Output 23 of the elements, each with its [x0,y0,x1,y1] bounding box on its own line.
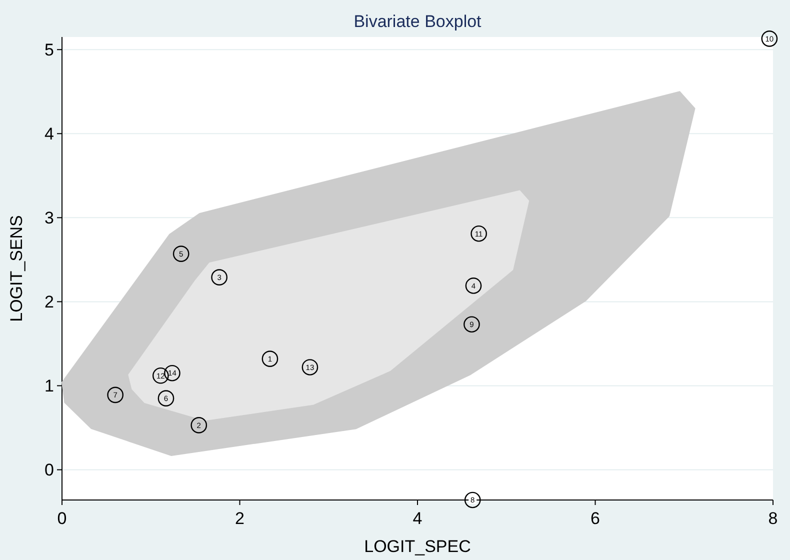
point [464,316,480,333]
x-tick-label: 2 [235,509,244,528]
point [158,390,174,406]
y-tick-label: 4 [44,124,54,144]
y-tick-label: 0 [44,460,54,480]
y-axis-title: LOGIT_SENS [7,215,26,322]
x-tick-label: 0 [57,509,67,528]
x-tick-label: 4 [412,509,422,528]
y-tick-label: 2 [44,292,54,312]
point [107,386,124,404]
point [190,417,208,434]
chart-title: Bivariate Boxplot [354,12,482,31]
x-axis-title: LOGIT_SPEC [364,537,471,556]
point [172,246,190,262]
point [262,350,278,367]
y-tick-label: 3 [44,208,54,228]
point [464,492,481,508]
x-tick-label: 8 [768,509,778,528]
x-tick-label: 6 [590,509,600,528]
point [465,278,482,294]
y-tick-label: 1 [44,376,54,396]
point [211,269,228,286]
y-tick-label: 5 [44,40,54,60]
